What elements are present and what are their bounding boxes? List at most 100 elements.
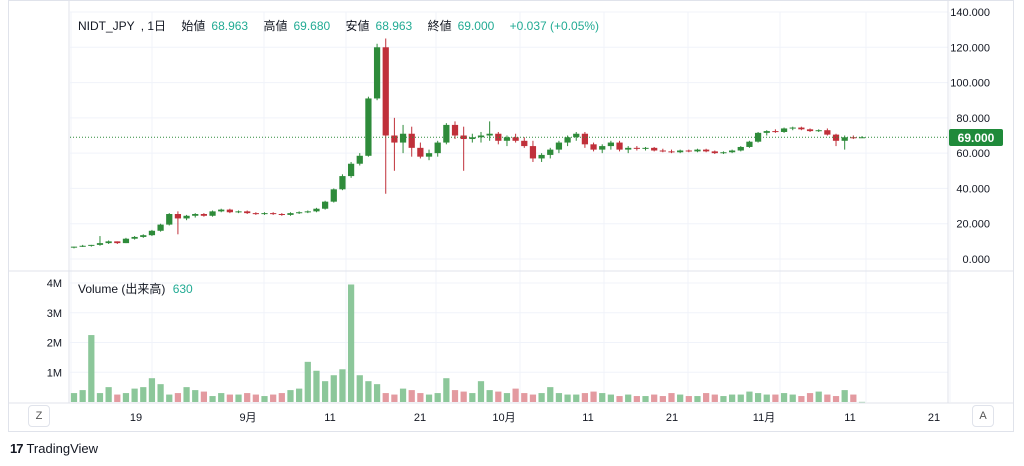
volume-tick-label: 4M [47,278,62,290]
candle-body [235,211,242,213]
candle-body [685,150,692,152]
volume-bar [382,393,389,402]
volume-bar [858,401,866,403]
price-tick-label: 40.000 [956,183,990,195]
candle-body [547,149,554,155]
volume-bar [148,378,156,402]
candle-body [824,130,831,135]
volume-bar [218,393,225,402]
volume-bar [659,396,666,402]
candle-body [244,211,251,214]
volume-bar [460,391,467,402]
candle-body [131,236,138,239]
candle-body [651,147,658,151]
volume-bar [642,396,649,402]
candle-body [148,230,156,236]
volume-bar [798,396,805,402]
volume-bar [607,394,614,402]
time-tick-label: 19 [130,412,142,424]
volume-bar [668,393,675,402]
legend-change: +0.037 (+0.05%) [509,19,600,33]
volume-bar [174,393,182,402]
candle-body [512,137,519,141]
volume-tick-label: 1M [47,367,62,379]
volume-bar [806,393,814,402]
candle-body [720,152,727,154]
volume-bar [677,394,684,402]
volume-bar [200,391,208,402]
volume-legend: Volume (出来高) 630 [78,280,193,297]
candle-body [633,147,640,149]
volume-bar [529,394,537,402]
volume-bar [512,388,519,402]
tradingview-logo-icon: 17 [10,441,24,456]
candle-body [443,124,450,143]
volume-bar [486,390,493,402]
auto-scale-button[interactable]: A [972,405,994,427]
candle-body [417,147,424,157]
volume-bar [746,391,753,402]
volume-bar [451,390,459,402]
time-tick-label: 10月 [492,412,515,424]
last-price-tag: 69.000 [949,129,1003,147]
candle-body [70,246,78,248]
zoom-left-button[interactable]: Z [28,405,50,427]
candle-body [114,241,121,244]
price-tick-label: 120.000 [950,42,990,54]
candle-body [391,135,398,143]
candle-body [157,224,164,231]
volume-bar [391,394,398,402]
volume-bar [347,284,355,402]
volume-bar [815,391,822,402]
candle-body [434,142,441,154]
candle-body [252,213,259,215]
candle-body [538,154,545,159]
volume-bar [192,390,199,402]
candle-body [356,155,363,164]
volume-bar [573,394,580,402]
volume-bar [157,384,164,402]
candle-body [192,214,199,216]
volume-bar [166,394,173,402]
volume-bar [789,394,796,402]
volume-bar [503,393,511,402]
candle-body [79,245,86,247]
volume-bar [780,393,788,402]
candle-body [339,176,346,190]
candle-body [209,211,216,216]
candle-body [287,213,294,215]
candle-body [625,147,632,150]
candle-body [754,132,762,142]
tradingview-logo[interactable]: 17 TradingView [10,441,98,456]
volume-bar [772,394,779,402]
volume-bar [252,394,259,402]
volume-bar [581,393,589,402]
candle-body [573,133,580,138]
candle-body [365,98,372,156]
volume-bar [278,393,285,402]
candle-body [408,133,415,148]
candle-body [495,133,502,141]
candle-body [798,127,805,130]
volume-bar [599,393,606,402]
candle-body [616,142,623,150]
tradingview-logo-text: TradingView [26,441,99,456]
candle-body [270,213,277,215]
volume-bar [694,396,701,402]
candle-body [737,146,744,151]
volume-bar [711,394,718,402]
volume-bar [287,390,294,402]
volume-bar [538,393,545,402]
candle-body [728,150,736,153]
time-tick-label: 21 [666,412,678,424]
legend-low: 安値 68.963 [345,19,413,33]
volume-bar [625,394,632,402]
volume-bar [140,387,147,402]
volume-bar [399,388,407,402]
time-tick-label: 11月 [753,412,775,424]
volume-bar [209,396,216,402]
candle-body [88,244,95,246]
candle-body [278,214,285,216]
candle-body [477,135,485,138]
